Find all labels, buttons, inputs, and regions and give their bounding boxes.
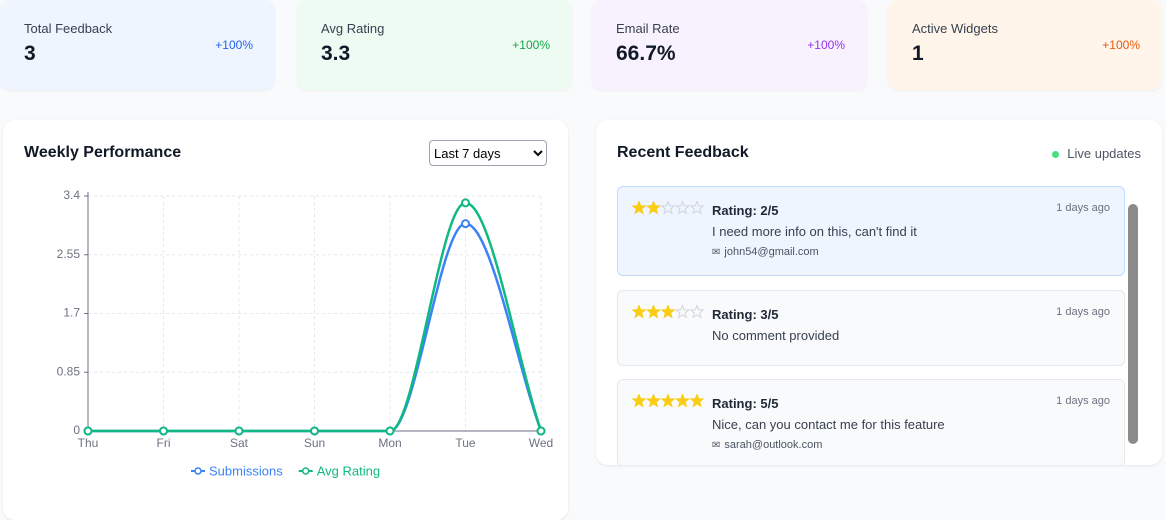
- panel-title: Weekly Performance: [24, 144, 182, 161]
- x-tick-label: Fri: [157, 436, 171, 450]
- point: [385, 426, 395, 436]
- stat-change: +100%: [215, 38, 253, 52]
- point: [83, 426, 93, 436]
- point: [310, 426, 319, 436]
- rating-label: Rating: 2/5: [712, 203, 779, 218]
- star: [689, 201, 704, 215]
- feedback-email: john54@gmail.com: [712, 246, 818, 258]
- panel-title: Recent Feedback: [617, 144, 749, 161]
- star: [660, 394, 676, 408]
- legend-item: Avg Rating: [298, 463, 380, 478]
- star: [660, 201, 676, 215]
- rating-stars: [632, 305, 704, 319]
- rating-stars: [632, 201, 704, 215]
- feedback-time: 1 days ago: [1056, 395, 1110, 407]
- stat-value: 3: [24, 42, 36, 65]
- legend-swatch: [194, 467, 202, 475]
- star: [660, 305, 676, 319]
- scrollbar[interactable]: [1128, 204, 1138, 444]
- stat-label: Total Feedback: [24, 21, 113, 36]
- star: [645, 201, 662, 215]
- stat-label: Email Rate: [616, 21, 680, 36]
- legend-label: Submissions: [209, 463, 283, 478]
- feedback-time: 1 days ago: [1056, 202, 1110, 214]
- stat-card: Avg Rating 3.3 +100%: [297, 0, 572, 90]
- rating-label: Rating: 5/5: [712, 396, 779, 411]
- x-tick-label: Sun: [304, 436, 325, 450]
- live-status: Live updates: [1052, 146, 1141, 161]
- chart: 0 0.85 1.7 2.55 3.4 Thu Fri Sat Sun Mon Tue Wed Subm…: [57, 188, 554, 478]
- rating-label: Rating: 3/5: [712, 307, 779, 322]
- legend-item: Submissions: [191, 463, 283, 478]
- star: [674, 201, 691, 215]
- feedback-comment: Nice, can you contact me for this featur…: [712, 417, 945, 432]
- star: [645, 305, 662, 319]
- range-select[interactable]: Last 7 days: [429, 140, 547, 166]
- star: [632, 201, 647, 215]
- stat-label: Active Widgets: [912, 21, 998, 36]
- legend-swatch: [301, 467, 310, 475]
- feedback-item: Rating: 3/5 1 days ago No comment provided: [617, 290, 1125, 366]
- stat-value: 3.3: [321, 42, 351, 65]
- star: [645, 394, 662, 408]
- star: [689, 305, 704, 319]
- stat-card: Email Rate 66.7% +100%: [592, 0, 867, 90]
- rating-stars: [632, 394, 704, 408]
- chart-panel: Weekly Performance Last 7 days 0 0.85 1.7 2…: [3, 120, 568, 520]
- star: [674, 305, 691, 319]
- feedback-item: Rating: 5/5 1 days ago Nice, can you conta…: [617, 379, 1125, 465]
- y-tick-label: 1.7: [63, 306, 80, 320]
- point: [461, 219, 470, 229]
- point: [234, 426, 244, 436]
- feedback-comment: No comment provided: [712, 328, 840, 343]
- point: [536, 426, 546, 436]
- x-tick-label: Wed: [529, 436, 553, 450]
- x-tick-label: Thu: [78, 436, 99, 450]
- stat-change: +100%: [512, 38, 550, 52]
- stat-card: Active Widgets 1 +100%: [888, 0, 1162, 90]
- feedback-time: 1 days ago: [1056, 306, 1110, 318]
- legend-label: Avg Rating: [317, 463, 380, 478]
- stat-change: +100%: [807, 38, 845, 52]
- x-tick-label: Tue: [455, 436, 476, 450]
- stat-card: Total Feedback 3 +100%: [0, 0, 275, 90]
- y-tick-label: 2.55: [57, 247, 81, 261]
- feedback-comment: I need more info on this, can't find it: [712, 224, 917, 239]
- feedback-item: Rating: 2/5 1 days ago I need more info on…: [617, 186, 1125, 276]
- star: [689, 394, 704, 408]
- star: [632, 305, 647, 319]
- y-tick-label: 0.85: [57, 364, 81, 378]
- point: [461, 198, 470, 208]
- dashboard: Total Feedback 3 +100% Avg Rating 3.3 +100% Em…: [0, 0, 1166, 503]
- star: [632, 394, 647, 408]
- feedback-panel: Recent Feedback Live updates Rating: 2/5…: [596, 120, 1162, 465]
- stat-value: 66.7%: [616, 42, 676, 65]
- y-tick-label: 0: [73, 423, 80, 437]
- x-tick-label: Mon: [378, 436, 401, 450]
- stat-label: Avg Rating: [321, 21, 385, 36]
- feedback-email: sarah@outlook.com: [712, 439, 822, 451]
- y-tick-label: 3.4: [63, 188, 80, 202]
- stat-change: +100%: [1102, 38, 1140, 52]
- x-tick-label: Sat: [230, 436, 249, 450]
- point: [159, 426, 168, 436]
- star: [674, 394, 691, 408]
- stat-value: 1: [912, 42, 924, 65]
- series-line: [88, 201, 543, 433]
